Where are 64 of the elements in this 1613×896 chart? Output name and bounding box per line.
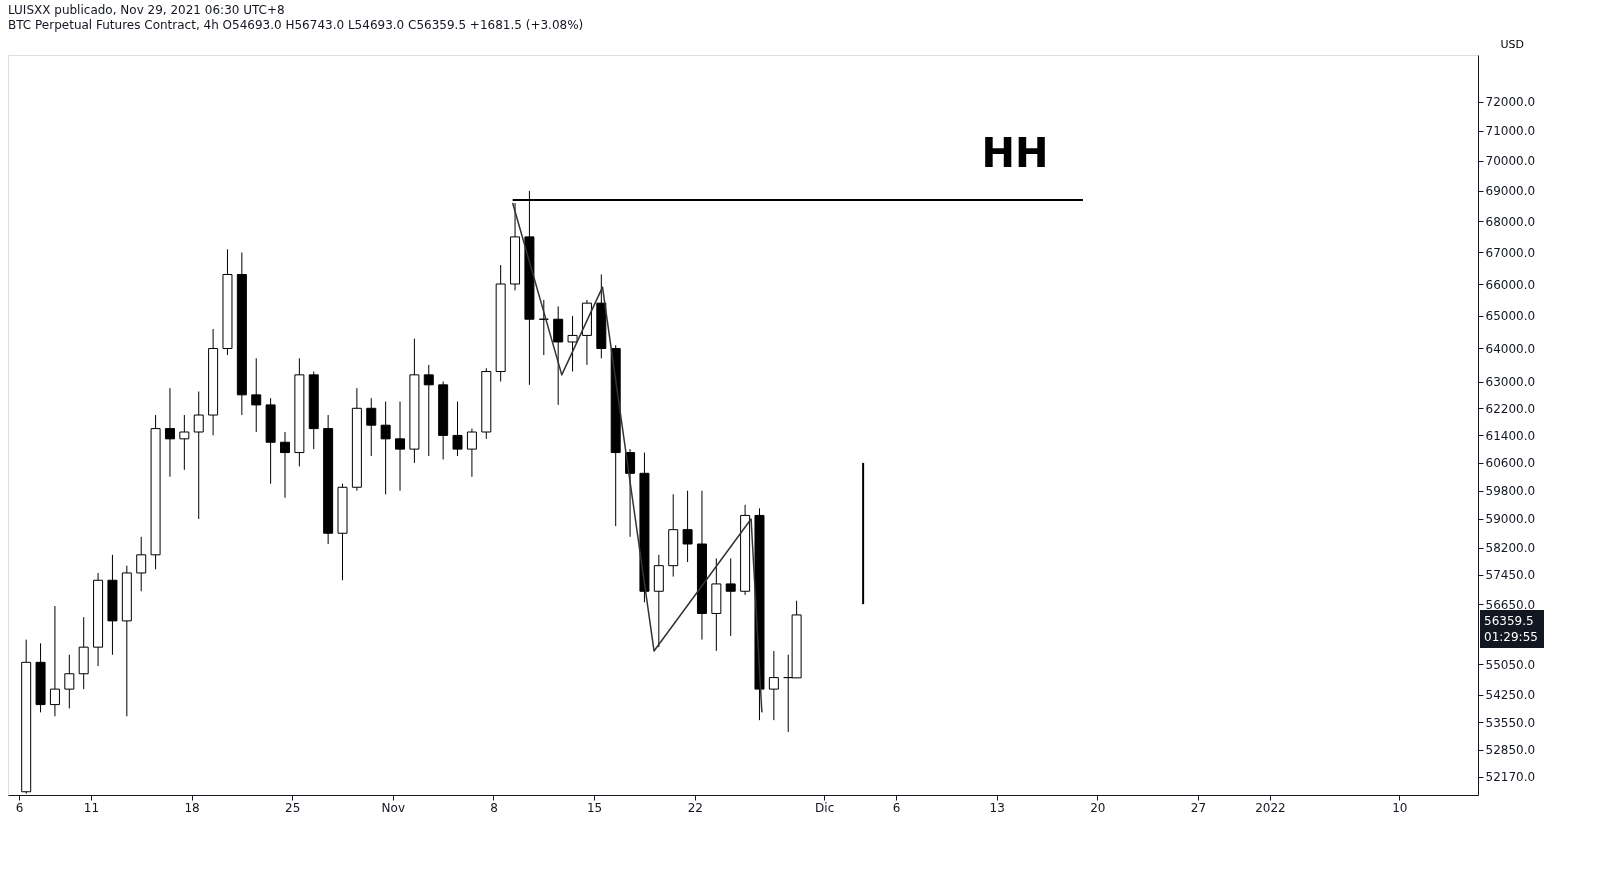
candlestick [567, 315, 578, 373]
y-tick-label: 52170.0 [1485, 770, 1536, 785]
y-tick-label: 52850.0 [1485, 743, 1536, 758]
x-tick-label: 6 [892, 800, 901, 815]
y-tick-label: 57450.0 [1485, 568, 1536, 583]
x-tick-label: 6 [15, 800, 24, 815]
candlestick [64, 654, 75, 709]
y-tick-label: 60600.0 [1485, 456, 1536, 471]
candlestick [366, 397, 377, 457]
candlestick [136, 536, 147, 592]
annotation: HH [981, 129, 1049, 176]
y-tick-label: 68000.0 [1485, 214, 1536, 229]
chart-title: LUISXX publicado, Nov 29, 2021 06:30 UTC+8 [8, 3, 285, 17]
x-tick-label: 22 [687, 800, 703, 815]
candlestick [279, 431, 290, 499]
candlestick [251, 357, 262, 433]
y-axis-title: USD [1500, 37, 1525, 51]
x-tick-label: 2022 [1255, 800, 1286, 815]
candlestick [179, 414, 190, 471]
candlestick [164, 387, 175, 478]
y-tick-label: 63000.0 [1485, 375, 1536, 389]
x-tick-label: 15 [586, 800, 603, 815]
text: 56359.5 [1484, 614, 1534, 628]
x-tick-label: 13 [989, 800, 1005, 815]
y-tick-label: 65000.0 [1485, 309, 1536, 324]
candlestick [768, 650, 779, 721]
candlestick [452, 401, 463, 457]
y-tick-label: 59800.0 [1485, 484, 1536, 499]
y-tick-label: 64000.0 [1485, 341, 1536, 356]
candlestick [553, 305, 564, 406]
candlestick [193, 391, 204, 520]
y-tick-label: 56650.0 [1485, 597, 1536, 612]
y-tick-label: 59000.0 [1485, 512, 1536, 527]
candlestick [380, 401, 391, 495]
x-tick-label: Dic [815, 800, 835, 815]
y-tick-label: 67000.0 [1485, 245, 1536, 260]
candlestick [395, 401, 406, 492]
candlestick [49, 605, 60, 717]
y-tick-label: 53550.0 [1485, 715, 1536, 730]
candlestick [466, 428, 477, 478]
x-tick-label: 27 [1190, 800, 1207, 815]
x-tick-label: 20 [1090, 800, 1106, 815]
x-tick-label: Nov [381, 800, 406, 815]
y-tick-label: 69000.0 [1485, 184, 1536, 199]
y-tick-label: 58200.0 [1485, 541, 1536, 556]
x-tick-label: 8 [490, 800, 498, 815]
x-tick-label: 10 [1392, 800, 1408, 815]
x-tick-label: 25 [285, 800, 301, 815]
x-tick-label: 11 [83, 800, 100, 815]
line-series [511, 202, 763, 714]
y-tick-label: 66000.0 [1485, 277, 1536, 292]
y-tick-label: 61400.0 [1485, 428, 1536, 443]
x-tick-label: 18 [184, 800, 200, 815]
y-tick-label: 70000.0 [1485, 154, 1536, 169]
candlestick [423, 364, 434, 457]
y-tick-label: 54250.0 [1485, 688, 1536, 703]
y-tick-label: 72000.0 [1485, 95, 1536, 110]
candlestick [682, 490, 693, 563]
y-tick-label: 71000.0 [1485, 124, 1536, 139]
y-tick-label: 55050.0 [1485, 657, 1536, 672]
y-tick-label: 62200.0 [1485, 401, 1536, 416]
candlestick [725, 557, 736, 637]
text: 01:29:55 [1484, 630, 1538, 644]
chart-subtitle: BTC Perpetual Futures Contract, 4h O54693.0 H56743.0 L54693.0 C56359.5 +1681.5 (+3.08%) [8, 18, 584, 32]
